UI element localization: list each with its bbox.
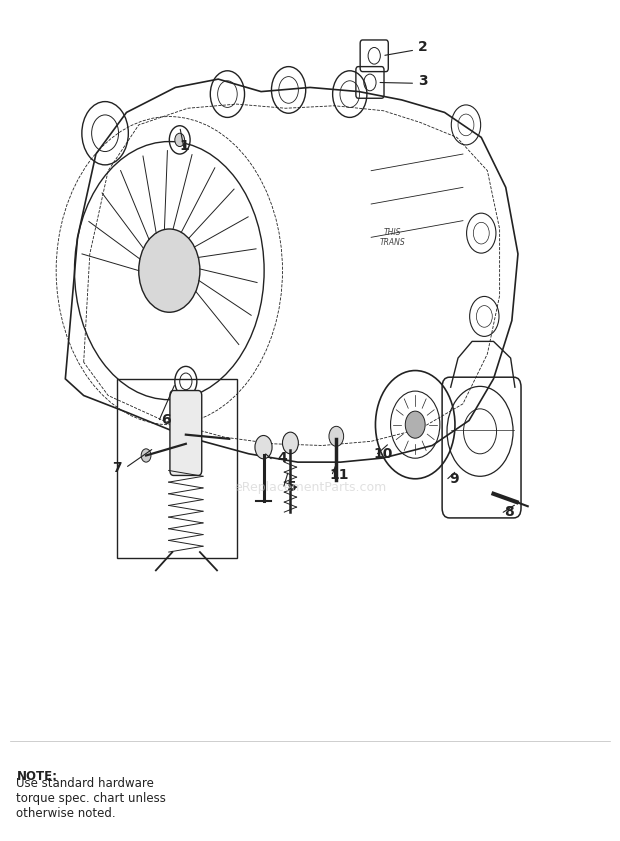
Circle shape	[283, 432, 298, 454]
Text: 10: 10	[374, 447, 393, 461]
Text: Use standard hardware
torque spec. chart unless
otherwise noted.: Use standard hardware torque spec. chart…	[16, 777, 166, 820]
Text: NOTE:: NOTE:	[16, 770, 58, 783]
Text: eReplacementParts.com: eReplacementParts.com	[234, 480, 386, 494]
Text: 1: 1	[180, 139, 190, 153]
Text: 2: 2	[418, 40, 428, 55]
Text: 4: 4	[278, 451, 287, 465]
Text: 5: 5	[287, 480, 296, 495]
Text: 9: 9	[449, 472, 459, 486]
Text: 7: 7	[112, 461, 122, 475]
Text: 6: 6	[161, 414, 171, 427]
Text: 11: 11	[330, 468, 349, 482]
Text: THIS
TRANS: THIS TRANS	[379, 228, 405, 247]
Circle shape	[139, 229, 200, 312]
Circle shape	[405, 411, 425, 438]
FancyBboxPatch shape	[170, 390, 202, 475]
Bar	[117, 378, 237, 558]
Text: 3: 3	[418, 74, 428, 87]
Circle shape	[141, 449, 151, 463]
Circle shape	[329, 426, 343, 447]
Circle shape	[175, 133, 185, 146]
Circle shape	[255, 436, 272, 459]
Text: 8: 8	[504, 505, 513, 519]
